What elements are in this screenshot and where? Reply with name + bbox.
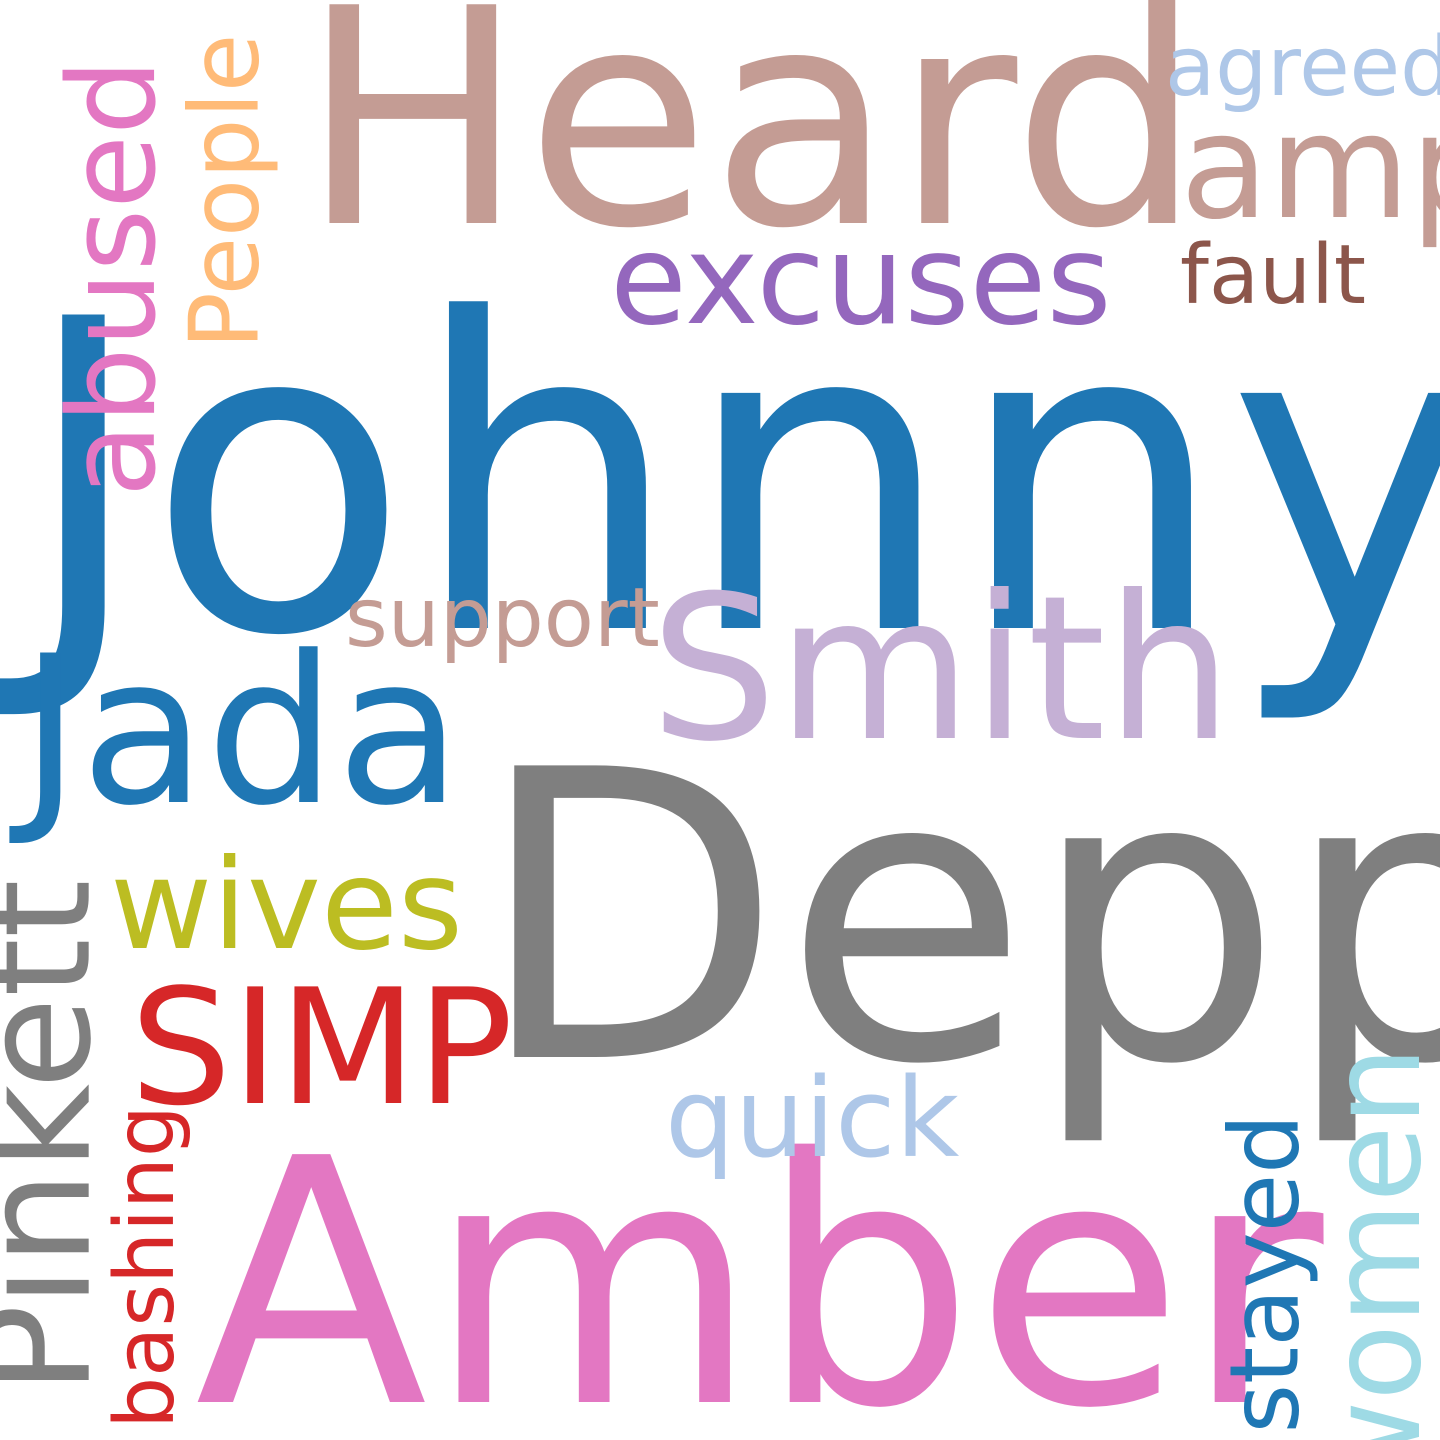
word-agreed: agreed	[1165, 20, 1440, 115]
word-bashing: bashing	[97, 1105, 193, 1429]
word-pinkett: Pinkett	[0, 879, 125, 1395]
word-smith: Smith	[650, 553, 1233, 786]
word-excuses: excuses	[610, 208, 1112, 353]
word-wives: wives	[110, 833, 463, 978]
word-simp: SIMP	[130, 954, 514, 1141]
word-heard: Heard	[300, 0, 1203, 294]
word-support: support	[345, 571, 660, 666]
word-fault: fault	[1180, 228, 1367, 323]
word-women: women	[1303, 1046, 1440, 1440]
word-amp: amp	[1180, 83, 1440, 252]
word-amber: Amber	[195, 1087, 1324, 1440]
word-people: People	[170, 33, 281, 350]
word-depp: Depp	[475, 687, 1440, 1152]
word-quick: quick	[665, 1054, 960, 1182]
word-jada: Jada	[20, 613, 462, 851]
word-abused: abused	[44, 58, 184, 498]
word-stayed: stayed	[1210, 1113, 1321, 1434]
word-johnny: Johnny	[20, 230, 1440, 730]
